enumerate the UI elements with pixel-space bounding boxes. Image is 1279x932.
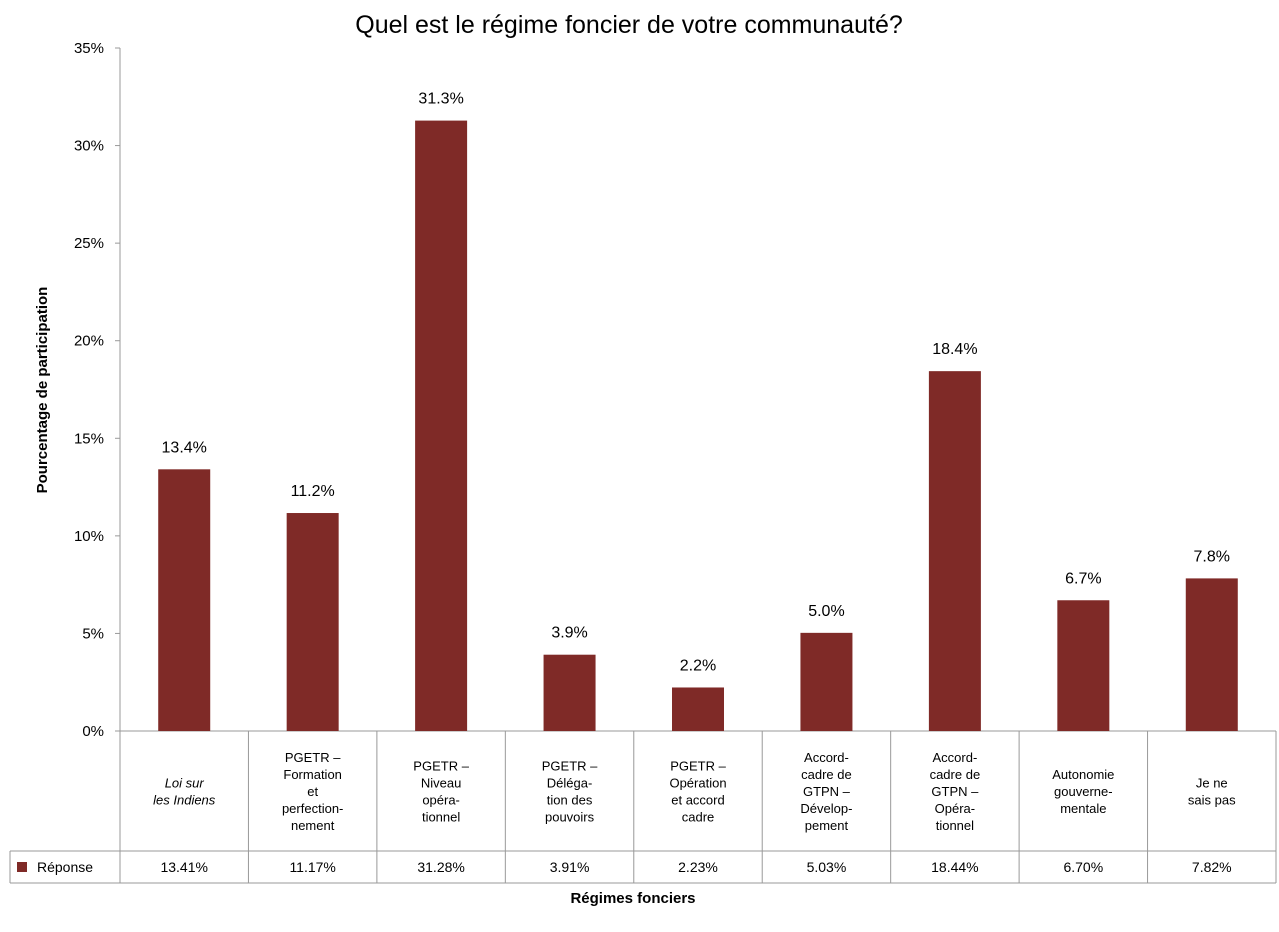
category-label-line: sais pas — [1188, 793, 1236, 808]
category-label-line: cadre — [682, 810, 715, 825]
category-label-line: tion des — [547, 793, 593, 808]
y-tick-label: 10% — [74, 528, 104, 545]
category-label: Accord-cadre de GTPN – Opéra-tionnel — [930, 750, 981, 833]
data-label: 6.7% — [1065, 570, 1101, 587]
table-value: 2.23% — [678, 859, 718, 875]
y-tick-label: 15% — [74, 430, 104, 447]
y-tick-label: 20% — [74, 333, 104, 350]
category-label-line: mentale — [1060, 801, 1106, 816]
category-label-line: GTPN – — [803, 784, 851, 799]
category-label-line: PGETR – — [285, 750, 341, 765]
category-label-line: tionnel — [936, 818, 974, 833]
category-label-line: perfection- — [282, 801, 343, 816]
category-label-line: Accord- — [932, 750, 977, 765]
data-label: 2.2% — [680, 657, 716, 674]
category-label-line: Je ne — [1196, 776, 1228, 791]
bar — [158, 469, 211, 731]
category-label-line: cadre de — [930, 767, 981, 782]
category-label-line: gouverne- — [1054, 784, 1113, 799]
category-label-line: GTPN – — [931, 784, 979, 799]
legend-swatch — [17, 862, 27, 872]
category-label: PGETR – Formation et perfection-nement — [282, 750, 343, 833]
category-label-line: pouvoirs — [545, 810, 595, 825]
table-value: 7.82% — [1192, 859, 1232, 875]
category-label-line: PGETR – — [542, 759, 598, 774]
bar — [928, 371, 981, 731]
category-label-line: et accord — [671, 793, 724, 808]
y-tick-label: 5% — [82, 625, 104, 642]
y-tick-label: 35% — [74, 40, 104, 57]
category-label-line: et — [307, 784, 318, 799]
category-label-line: Niveau — [421, 776, 461, 791]
table-value: 6.70% — [1063, 859, 1103, 875]
y-tick-label: 25% — [74, 235, 104, 252]
chart-title: Quel est le régime foncier de votre comm… — [355, 11, 903, 39]
category-label: Accord-cadre de GTPN – Dévelop-pement — [800, 750, 852, 833]
category-label-line: Accord- — [804, 750, 849, 765]
table-value: 18.44% — [931, 859, 978, 875]
data-label: 3.9% — [551, 625, 587, 642]
category-label-line: pement — [805, 818, 849, 833]
y-tick-label: 30% — [74, 138, 104, 155]
y-tick-label: 0% — [82, 723, 104, 740]
table-value: 3.91% — [550, 859, 590, 875]
category-label-line: Autonomie — [1052, 767, 1114, 782]
category-label: PGETR – Opération et accord cadre — [669, 759, 726, 825]
category-label: Loi sur les Indiens — [153, 776, 216, 808]
category-label-line: les Indiens — [153, 793, 216, 808]
data-label: 5.0% — [808, 603, 844, 620]
table-value: 13.41% — [160, 859, 207, 875]
category-label: Autonomie gouverne-mentale — [1052, 767, 1114, 816]
y-axis-title: Pourcentage de participation — [34, 287, 51, 494]
category-label: Je ne sais pas — [1188, 776, 1236, 808]
category-label-line: opéra- — [422, 793, 460, 808]
legend-label: Réponse — [37, 859, 93, 875]
data-label: 18.4% — [932, 341, 977, 358]
category-label-line: Dévelop- — [800, 801, 852, 816]
category-label-line: Opéra- — [935, 801, 975, 816]
bar — [672, 687, 724, 731]
category-label-line: PGETR – — [670, 759, 726, 774]
data-label: 13.4% — [162, 439, 207, 456]
category-label: PGETR – Niveau opéra-tionnel — [413, 759, 469, 825]
category-label-line: tionnel — [422, 810, 460, 825]
bar — [286, 513, 339, 731]
category-label-line: Opération — [669, 776, 726, 791]
bar — [1185, 578, 1238, 731]
table-value: 11.17% — [289, 859, 335, 875]
category-label-line: Loi sur — [165, 776, 205, 791]
category-label: PGETR – Déléga-tion des pouvoirs — [542, 759, 598, 825]
data-label: 7.8% — [1194, 548, 1230, 565]
category-label-line: PGETR – — [413, 759, 469, 774]
table-value: 5.03% — [807, 859, 847, 875]
x-axis-title: Régimes fonciers — [570, 890, 695, 907]
category-label-line: cadre de — [801, 767, 852, 782]
category-label-line: Déléga- — [547, 776, 593, 791]
data-label: 11.2% — [291, 483, 335, 500]
bar — [1057, 600, 1110, 731]
data-label: 31.3% — [418, 91, 463, 108]
category-label-line: Formation — [283, 767, 342, 782]
bar — [800, 632, 853, 731]
category-label-line: nement — [291, 818, 335, 833]
bar — [415, 120, 468, 731]
plot-area: 0% 5% 10% 15% 20% 25% 30% 35% 13.4% 11.2% 31.3% 3.9… — [9, 40, 1277, 884]
bar — [543, 654, 596, 731]
table-value: 31.28% — [417, 859, 464, 875]
